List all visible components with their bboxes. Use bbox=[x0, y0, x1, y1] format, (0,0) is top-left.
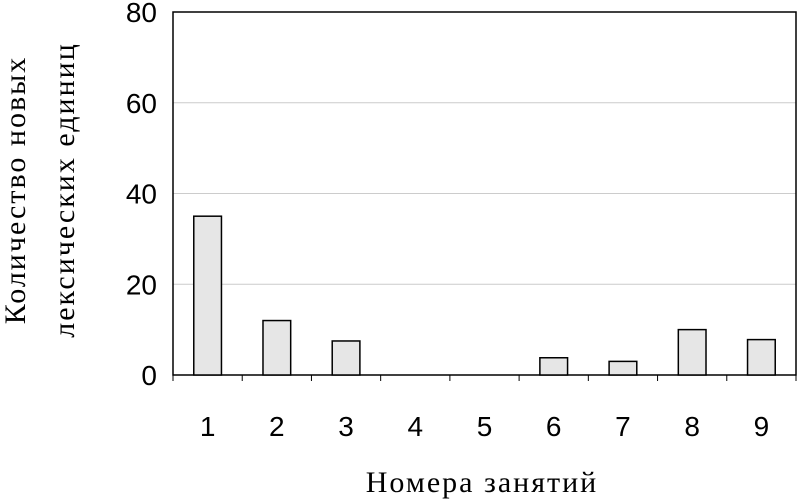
bar-7 bbox=[608, 360, 638, 376]
y-tick-label: 0 bbox=[141, 360, 157, 391]
x-tick-label: 5 bbox=[477, 411, 493, 442]
y-axis-tick-labels: 0 20 40 60 80 bbox=[126, 0, 157, 391]
grid-lines bbox=[173, 102, 796, 285]
bars bbox=[193, 215, 776, 376]
bar-1 bbox=[193, 215, 223, 376]
x-axis-ticks bbox=[172, 375, 797, 381]
x-tick-label: 9 bbox=[754, 411, 770, 442]
x-tick-label: 4 bbox=[407, 411, 423, 442]
x-axis-title: Номера занятий bbox=[366, 466, 598, 499]
y-axis-title-line-1: Количество новых bbox=[0, 56, 32, 325]
bar-6 bbox=[539, 357, 569, 376]
x-tick-label: 6 bbox=[546, 411, 562, 442]
y-axis-title-line-2: лексических единиц bbox=[48, 42, 81, 337]
y-tick-label: 40 bbox=[126, 179, 157, 210]
x-tick-label: 8 bbox=[684, 411, 700, 442]
x-tick-label: 1 bbox=[200, 411, 216, 442]
x-axis-tick-labels: 1 2 3 4 5 6 7 8 9 bbox=[200, 411, 769, 442]
bar-2 bbox=[262, 319, 292, 376]
x-tick-label: 3 bbox=[338, 411, 354, 442]
y-tick-label: 80 bbox=[126, 0, 157, 28]
y-tick-label: 60 bbox=[126, 88, 157, 119]
x-tick-label: 2 bbox=[269, 411, 285, 442]
bar-3 bbox=[331, 340, 361, 376]
plot-area bbox=[172, 11, 797, 376]
y-tick-label: 20 bbox=[126, 269, 157, 300]
bar-8 bbox=[677, 328, 707, 376]
x-tick-label: 7 bbox=[615, 411, 631, 442]
bar-9 bbox=[746, 338, 776, 376]
